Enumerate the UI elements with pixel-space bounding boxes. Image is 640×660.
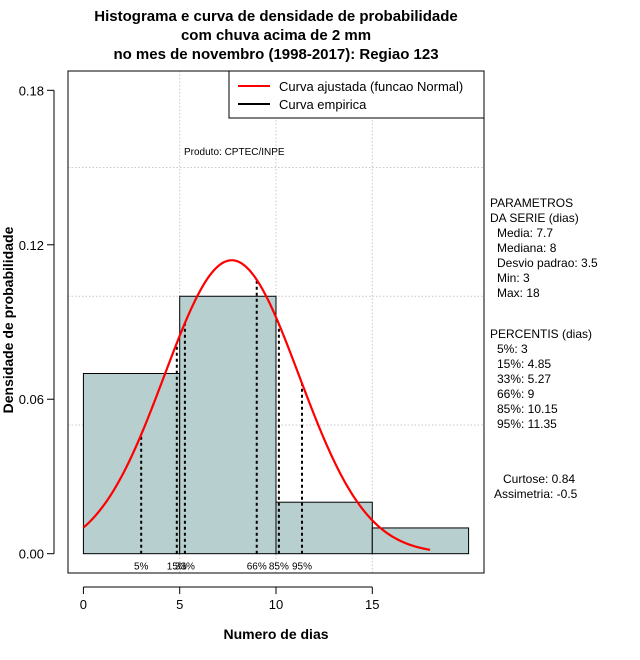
parametros-item-2: Mediana: 8 [497, 241, 557, 255]
histogram-bar-1 [82, 372, 181, 555]
percentile-label-4: 66% [247, 562, 267, 573]
y-tick-label-3: 0.12 [19, 238, 44, 253]
legend-label-1: Curva ajustada (funcao Normal) [279, 79, 463, 94]
legend: Curva ajustada (funcao Normal) Curva empi… [228, 70, 485, 119]
x-tick-label-3: 10 [269, 597, 283, 612]
percentis-item-6: 95%: 11.35 [497, 417, 557, 431]
y-axis-title: Densidade de probabilidade [0, 226, 16, 413]
percentis-item-3: 33%: 5.27 [497, 372, 551, 386]
percentile-label-6: 95% [292, 562, 312, 573]
axes: 0 5 10 15 0.00 0.06 0.12 0.18 Numero de dias Dens… [0, 83, 380, 642]
y-tick-label-2: 0.06 [19, 392, 44, 407]
percentis-item-1: 5%: 3 [497, 342, 528, 356]
percentile-label-1: 5% [134, 562, 149, 573]
parametros-heading-2: DA SERIE (dias) [490, 211, 579, 225]
percentis-item-2: 15%: 4.85 [497, 357, 551, 371]
assimetria-value: Assimetria: -0.5 [494, 487, 578, 501]
parametros-item-3: Desvio padrao: 3.5 [497, 256, 598, 270]
percentile-label-5: 85% [269, 562, 289, 573]
percentis-item-4: 66%: 9 [497, 387, 535, 401]
x-tick-label-1: 0 [80, 597, 87, 612]
histogram-bar-3 [275, 501, 373, 555]
legend-box [228, 70, 485, 119]
parametros-item-5: Max: 18 [497, 286, 540, 300]
normal-fit-curve [82, 259, 431, 551]
parametros-item-4: Min: 3 [497, 271, 530, 285]
title-line-3: no mes de novembro (1998-2017): Regiao 1… [113, 46, 438, 63]
x-tick-label-4: 15 [365, 597, 379, 612]
percentis-item-5: 85%: 10.15 [497, 402, 558, 416]
y-tick-label-1: 0.00 [19, 547, 44, 562]
percentile-label-2: 15% [167, 562, 187, 573]
chart-title: Histograma e curva de densidade de proba… [94, 8, 457, 63]
y-tick-label-4: 0.18 [19, 83, 44, 98]
title-line-2: com chuva acima de 2 mm [181, 27, 371, 44]
product-annotation: Produto: CPTEC/INPE [184, 147, 285, 158]
percentile-label-3: 33% [175, 562, 195, 573]
percentis-heading: PERCENTIS (dias) [490, 327, 592, 341]
parametros-heading-1: PARAMETROS [490, 196, 573, 210]
x-tick-label-2: 5 [176, 597, 183, 612]
legend-label-2: Curva empirica [279, 97, 367, 112]
parametros-item-1: Media: 7.7 [497, 226, 553, 240]
curtose-value: Curtose: 0.84 [503, 472, 575, 486]
histogram-bar-4 [371, 527, 470, 555]
histogram-bars [82, 295, 470, 555]
title-line-1: Histograma e curva de densidade de proba… [94, 8, 457, 25]
normal-curve-layer [82, 259, 431, 551]
x-axis-title: Numero de dias [223, 626, 328, 642]
histogram-bar-2 [179, 295, 277, 555]
percentile-lines: 5% 15%33% 66% 85% 95% [134, 279, 312, 573]
